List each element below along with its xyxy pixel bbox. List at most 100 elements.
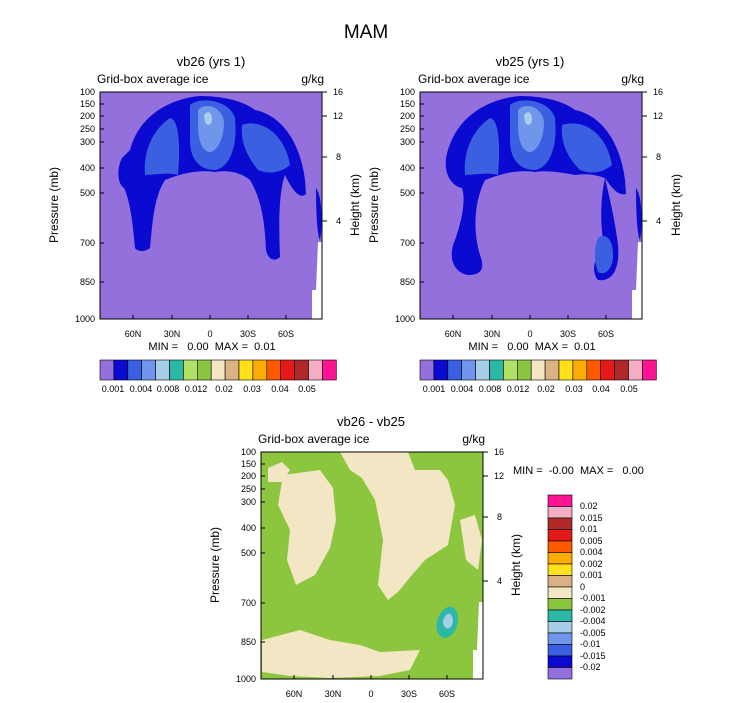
y-tick-label: 400 (400, 163, 415, 173)
min-max-stats: MIN = 0.00 MAX = 0.01 (468, 341, 595, 353)
colorbar-swatch (547, 529, 573, 542)
y-right-tick-label: 8 (656, 152, 661, 162)
colorbar-swatch (530, 359, 546, 381)
colorbar-vertical (547, 494, 573, 680)
colorbar-label: 0.004 (130, 384, 153, 394)
colorbar-swatch (558, 359, 574, 381)
colorbar-label: -0.005 (580, 628, 606, 638)
colorbar-label: 0.012 (185, 384, 208, 394)
panel-title: vb26 - vb25 (337, 414, 405, 429)
colorbar-label: 0.004 (451, 384, 474, 394)
y-tick-label: 200 (80, 111, 95, 121)
positive-region (340, 452, 455, 600)
contour-level-2-south (595, 236, 614, 274)
y-tick-label: 400 (241, 523, 256, 533)
positive-region (278, 470, 336, 585)
colorbar-swatch (224, 359, 240, 381)
colorbar-swatch (503, 359, 518, 381)
colorbar-label: -0.002 (580, 605, 606, 615)
y-right-tick-label: 8 (497, 512, 502, 522)
units-label: g/kg (621, 72, 644, 86)
plot-frame (260, 451, 484, 680)
y-axis-right: 16 12 8 4 (322, 87, 343, 226)
min-max-stats: MIN = -0.00 MAX = 0.00 (513, 465, 644, 477)
colorbar-swatch (238, 359, 254, 381)
field-label: Grid-box average ice (97, 72, 209, 86)
x-tick-label: 30S (240, 329, 256, 339)
y-axis-left: 100 150 200 250 300 400 500 700 850 1000 (395, 87, 424, 324)
colorbar (419, 359, 657, 381)
y-right-tick-label: 4 (336, 216, 341, 226)
x-tick-label: 0 (527, 329, 532, 339)
colorbar-swatch (433, 359, 449, 381)
y-right-tick-label: 12 (494, 471, 504, 481)
colorbar-label: 0.02 (537, 384, 555, 394)
y-tick-label: 400 (80, 163, 95, 173)
colorbar-swatch (252, 359, 268, 381)
colorbar-swatch (586, 359, 601, 381)
colorbar-swatch (475, 359, 490, 381)
plot-frame (99, 91, 323, 320)
colorbar-swatch (547, 621, 573, 634)
figure-title: MAM (344, 22, 388, 43)
y-right-axis-label: Height (km) (509, 534, 523, 596)
missing-region (632, 242, 642, 319)
colorbar-swatch (547, 609, 573, 622)
units-label: g/kg (462, 432, 485, 446)
y-tick-label: 850 (400, 277, 415, 287)
colorbar-swatch (280, 359, 295, 381)
colorbar-label: 0.05 (298, 384, 316, 394)
y-tick-label: 500 (80, 188, 95, 198)
colorbar-swatch (183, 359, 198, 381)
colorbar-label: 0 (580, 582, 585, 592)
y-tick-label: 700 (400, 238, 415, 248)
colorbar-label: -0.01 (580, 639, 601, 649)
colorbar-labels: 0.02 0.015 0.01 0.005 0.004 0.002 0.001 … (580, 501, 606, 672)
y-right-axis-label: Height (km) (348, 174, 362, 236)
colorbar-label: 0.03 (243, 384, 261, 394)
colorbar-swatch (547, 586, 573, 599)
colorbar-label: 0.001 (423, 384, 446, 394)
colorbar-swatch (197, 359, 212, 381)
x-tick-label: 0 (368, 689, 373, 699)
colorbar-label: 0.012 (507, 384, 530, 394)
colorbar-label: 0.04 (271, 384, 289, 394)
colorbar-swatch (169, 359, 184, 381)
x-axis: 60N 30N 0 30S 60S (125, 315, 294, 339)
colorbar-label: 0.05 (620, 384, 638, 394)
field-label: Grid-box average ice (258, 432, 370, 446)
colorbar-label: 0.001 (580, 570, 603, 580)
colorbar-swatch (547, 506, 573, 519)
colorbar-swatch (547, 575, 573, 588)
y-tick-label: 150 (400, 99, 415, 109)
y-right-tick-label: 12 (333, 111, 343, 121)
y-axis-label: Pressure (mb) (367, 167, 381, 243)
y-tick-label: 300 (400, 137, 415, 147)
colorbar-swatch (547, 655, 573, 668)
y-right-axis-label: Height (km) (669, 174, 683, 236)
colorbar-swatch (127, 359, 143, 381)
y-axis-label: Pressure (mb) (47, 167, 61, 243)
positive-region (268, 462, 290, 482)
colorbar-label: 0.001 (102, 384, 125, 394)
y-right-tick-label: 16 (653, 87, 663, 97)
contour-level-1-east (316, 188, 322, 240)
colorbar-swatch (547, 644, 573, 657)
y-right-tick-label: 8 (336, 152, 341, 162)
panel-title: vb26 (yrs 1) (177, 54, 246, 69)
colorbar-swatch (155, 359, 170, 381)
colorbar-label: -0.001 (580, 593, 606, 603)
panel-title: vb25 (yrs 1) (496, 54, 565, 69)
y-tick-label: 850 (80, 277, 95, 287)
y-tick-label: 850 (241, 637, 256, 647)
contour-level-2-east (241, 123, 290, 173)
y-axis-left: 100 150 200 250 300 400 500 700 850 1000 (75, 87, 104, 324)
x-tick-label: 30N (484, 329, 501, 339)
x-axis: 60N 30N 0 30S 60S (445, 315, 614, 339)
positive-region (460, 515, 482, 570)
plot-area (99, 91, 323, 320)
y-tick-label: 250 (80, 124, 95, 134)
colorbar-swatch (600, 359, 615, 381)
y-tick-label: 250 (400, 124, 415, 134)
